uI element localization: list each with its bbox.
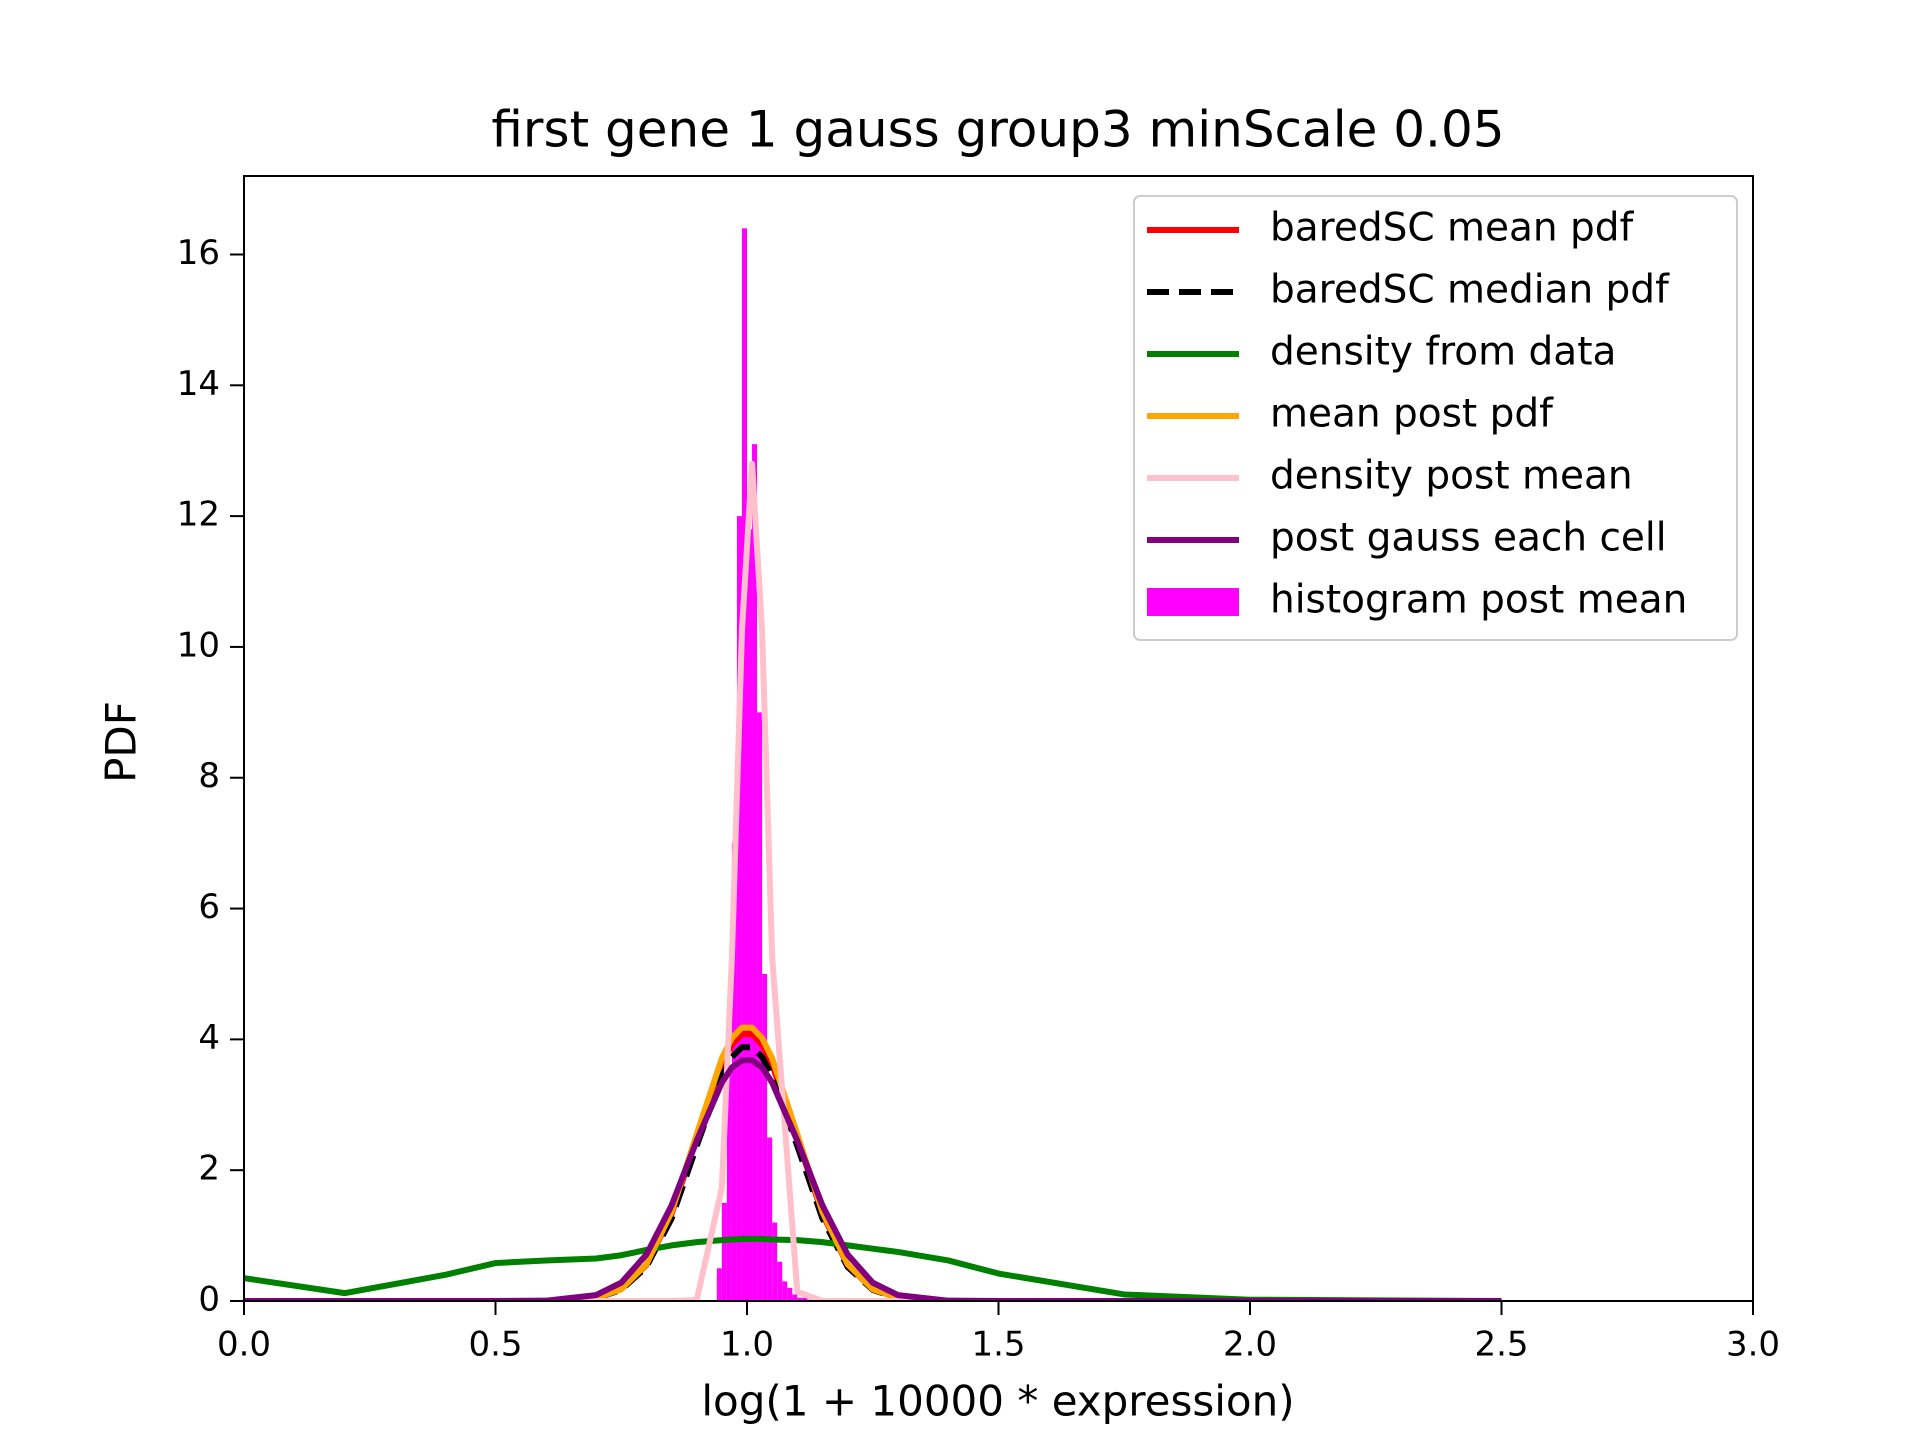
legend-label: density from data <box>1270 330 1616 375</box>
chart-title: first gene 1 gauss group3 minScale 0.05 <box>491 101 1504 159</box>
x-tick-label: 3.0 <box>1726 1325 1780 1365</box>
legend-box <box>1133 195 1738 641</box>
x-tick-label: 2.5 <box>1474 1325 1528 1365</box>
histogram-bar <box>752 444 758 1301</box>
legend-label: density post mean <box>1270 454 1633 499</box>
x-axis-label: log(1 + 10000 * expression) <box>701 1377 1294 1426</box>
histogram-bar <box>757 712 763 1301</box>
histogram-bar <box>772 1222 778 1301</box>
histogram-bar <box>716 1268 722 1301</box>
x-tick-label: 1.5 <box>971 1325 1025 1365</box>
histogram-bar <box>792 1294 798 1301</box>
legend-label: mean post pdf <box>1270 392 1554 437</box>
line-series <box>244 1024 1502 1301</box>
histogram-bar <box>767 1137 773 1301</box>
legend-label: histogram post mean <box>1270 578 1687 623</box>
histogram-bar <box>797 1297 803 1301</box>
histogram-bar <box>762 973 768 1301</box>
histogram-bar <box>777 1261 783 1301</box>
y-tick-label: 12 <box>177 495 220 535</box>
y-tick-label: 2 <box>198 1149 220 1189</box>
histogram-bar <box>736 516 742 1301</box>
histogram-bar <box>741 228 747 1301</box>
legend: baredSC mean pdf baredSC median pdf densit… <box>1133 195 1738 641</box>
x-tick-label: 1.0 <box>720 1325 774 1365</box>
histogram-bar <box>782 1281 788 1301</box>
y-tick-label: 16 <box>177 233 220 273</box>
legend-label: post gauss each cell <box>1270 516 1667 561</box>
histogram-bar <box>726 1072 732 1301</box>
y-tick-label: 10 <box>177 625 220 665</box>
histogram-bar <box>747 529 753 1301</box>
line-series <box>244 1031 1502 1301</box>
histogram-bar <box>731 843 737 1301</box>
histogram-bar <box>787 1287 793 1301</box>
line-series <box>244 1235 1502 1301</box>
axes-frame <box>243 175 1754 1302</box>
histogram-bar <box>721 1202 727 1301</box>
legend-label: baredSC mean pdf <box>1270 206 1634 251</box>
y-tick-label: 0 <box>198 1280 220 1320</box>
y-axis-label: PDF <box>97 701 146 783</box>
y-tick-label: 14 <box>177 364 220 404</box>
legend-swatch <box>1147 588 1239 616</box>
y-tick-label: 4 <box>198 1018 220 1058</box>
y-tick-label: 6 <box>198 887 220 927</box>
line-series <box>244 460 1502 1301</box>
line-series <box>244 1044 1502 1301</box>
legend-label: baredSC median pdf <box>1270 268 1670 313</box>
line-series <box>244 1057 1502 1301</box>
x-tick-label: 2.0 <box>1223 1325 1277 1365</box>
histogram-bar <box>802 1297 808 1301</box>
x-tick-label: 0.0 <box>217 1325 271 1365</box>
y-tick-label: 8 <box>198 756 220 796</box>
x-tick-label: 0.5 <box>468 1325 522 1365</box>
